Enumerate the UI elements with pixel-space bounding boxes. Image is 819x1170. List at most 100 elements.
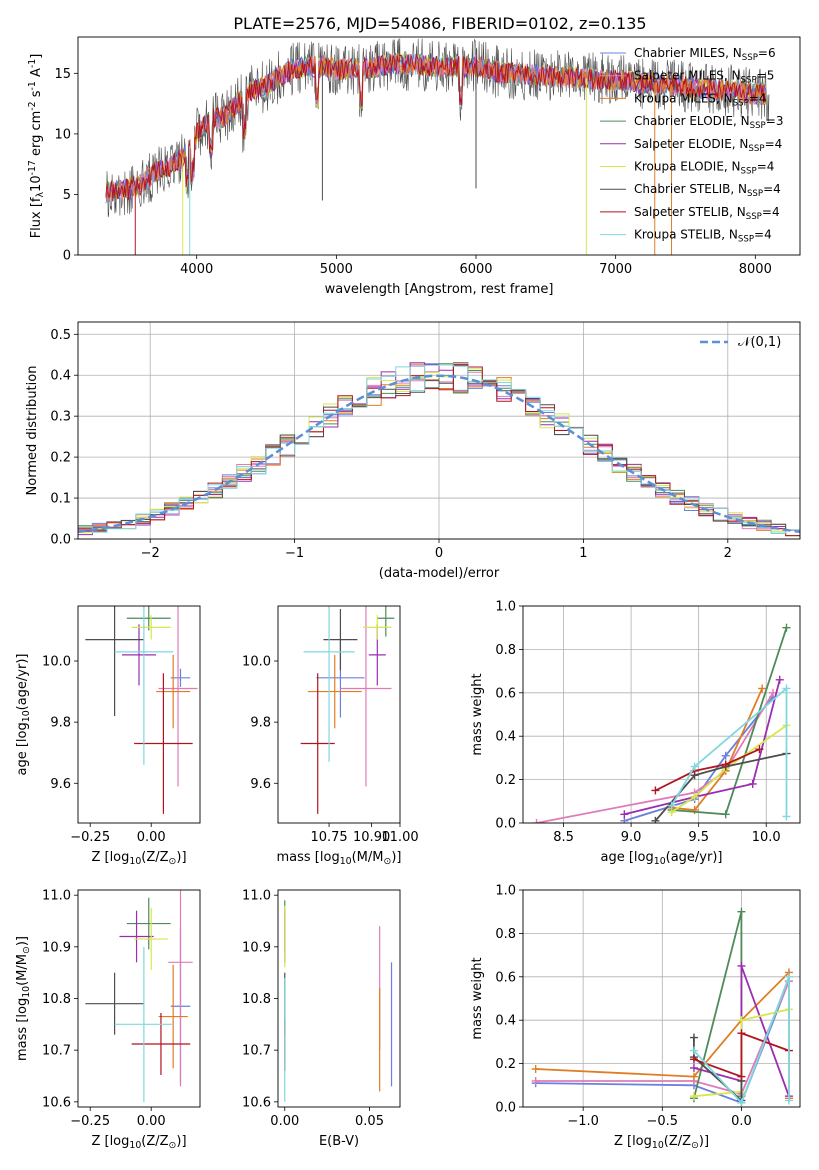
weight-point-1 [532,819,541,823]
y-tick-label: 0.0 [495,1101,516,1116]
weight-point-4 [737,961,746,970]
y-tick-label: 0.2 [495,773,516,788]
weight-point-8 [737,1098,746,1107]
y-tick-label: 1.0 [495,600,516,615]
x-tick-label: 5000 [320,262,353,277]
y-tick-label: 0.0 [495,817,516,832]
y-tick-label: 0.1 [50,492,71,507]
y-axis-label: mass weight [470,957,485,1039]
weight-point-8 [690,762,699,771]
legend-label-8: Kroupa STELIB, NSSP=4 [634,228,772,245]
x-tick-label: 9.5 [688,830,709,845]
plot-area [105,38,770,255]
y-tick-label: 0.2 [495,1057,516,1072]
legend-label-0: Chabrier MILES, NSSP=6 [634,46,776,63]
weight-point-3 [782,623,791,632]
weight-point-8 [667,801,676,810]
weight-point-4 [748,779,757,788]
x-tick-label: −0.5 [647,1114,679,1129]
y-tick-label: 0.4 [495,1014,516,1029]
weight-point-6 [689,1033,698,1042]
x-tick-label: −1 [285,546,304,561]
x-axis-label: Z [log10(Z/Z⊙)] [91,1134,186,1151]
y-tick-label: 9.8 [50,716,71,731]
y-tick-label: 0 [63,249,71,264]
y-tick-label: 10.9 [42,940,71,955]
y-tick-label: 0.8 [495,927,516,942]
weight-point-8 [689,1046,698,1055]
x-tick-label: 0.00 [137,830,166,845]
x-axis-label: mass [log10(M/M⊙)] [277,850,402,867]
y-tick-label: 0.0 [50,533,71,548]
weight-point-7 [737,1029,746,1038]
weight-point-1 [531,1076,540,1085]
x-tick-label: 1 [579,546,587,561]
legend-label-5: Kroupa ELODIE, NSSP=4 [634,160,774,177]
y-axis-label: Flux [fλ10-17 erg cm-2 s-1 A-1] [27,54,46,239]
plot-area [300,606,395,814]
weight-point-8 [782,812,791,821]
plot-spectrum: 4000 5000 6000 7000 8000 0 5 10 15 wavelength [An… [27,36,801,297]
weight-line-5 [671,724,788,813]
y-tick-label: 10.6 [242,1095,271,1110]
x-tick-label: 10.75 [310,830,347,845]
legend-label-7: Salpeter STELIB, NSSP=4 [634,205,780,222]
x-axis-label: age [log10(age/yr)] [601,850,723,867]
x-tick-label: 4000 [180,262,213,277]
weight-line-4 [624,679,781,816]
weight-point-5 [690,792,699,801]
y-tick-label: 10.0 [242,655,271,670]
y-tick-label: 11.0 [242,889,271,904]
y-tick-label: 0.4 [50,369,71,384]
x-tick-label: 8000 [739,262,772,277]
weight-line-6 [654,752,787,822]
y-tick-label: 0.5 [50,328,71,343]
weight-point-2 [689,1072,698,1081]
weight-point-6 [651,816,660,823]
y-tick-label: 10.7 [42,1044,71,1059]
x-axis-label: Z [log10(Z/Z⊙)] [614,1134,709,1151]
weight-line-7 [654,748,760,792]
y-tick-label: 11.0 [42,889,71,904]
x-tick-label: 0.00 [270,1114,299,1129]
legend: Chabrier MILES, NSSP=6 Salpeter MILES, NS… [600,46,783,245]
x-tick-label: 10.0 [752,830,781,845]
weight-point-3 [721,810,730,819]
y-tick-label: 10.0 [42,655,71,670]
x-tick-label: −0.25 [70,830,110,845]
y-tick-label: 9.8 [250,716,271,731]
weight-point-0 [721,751,730,760]
x-axis-label: Z [log10(Z/Z⊙)] [91,850,186,867]
x-axis-label: E(B-V) [319,1134,359,1149]
plot-area [78,362,800,539]
y-axis-label: mass weight [470,673,485,755]
y-tick-label: 10.7 [242,1044,271,1059]
plot-frame [77,36,801,256]
weight-point-4 [775,675,784,684]
y-tick-label: 10.6 [42,1095,71,1110]
plot-frame [77,889,201,1108]
weight-point-7 [689,1055,698,1064]
plot-frame [522,889,801,1108]
x-tick-label: 2 [724,546,732,561]
weight-line-8 [693,976,790,1105]
plot-weight_vs_Z: −1.0 −0.5 0.0 0.0 0.2 0.4 0.6 0.8 1.0 Z [log10(Z/… [470,884,801,1151]
x-tick-label: 0.0 [731,1114,752,1129]
x-tick-label: 0 [435,546,443,561]
weight-point-8 [784,972,793,981]
x-tick-label: −2 [141,546,160,561]
weight-line-2 [671,688,764,811]
legend-label-gaussian: 𝒩(0,1) [738,335,781,350]
weight-point-5 [737,1016,746,1025]
plot-area [85,890,193,1102]
plot-weight_vs_age: 8.5 9.0 9.5 10.0 0.0 0.2 0.4 0.6 0.8 1.0 age [log1… [470,600,801,867]
weight-point-8 [784,1096,793,1105]
y-tick-label: 9.6 [250,777,271,792]
x-tick-label: 0.05 [355,1114,384,1129]
x-tick-label: 11.00 [381,830,418,845]
x-tick-label: −1.0 [567,1114,599,1129]
weight-point-4 [689,1063,698,1072]
weight-line-0 [624,696,774,822]
weight-point-2 [758,684,767,693]
